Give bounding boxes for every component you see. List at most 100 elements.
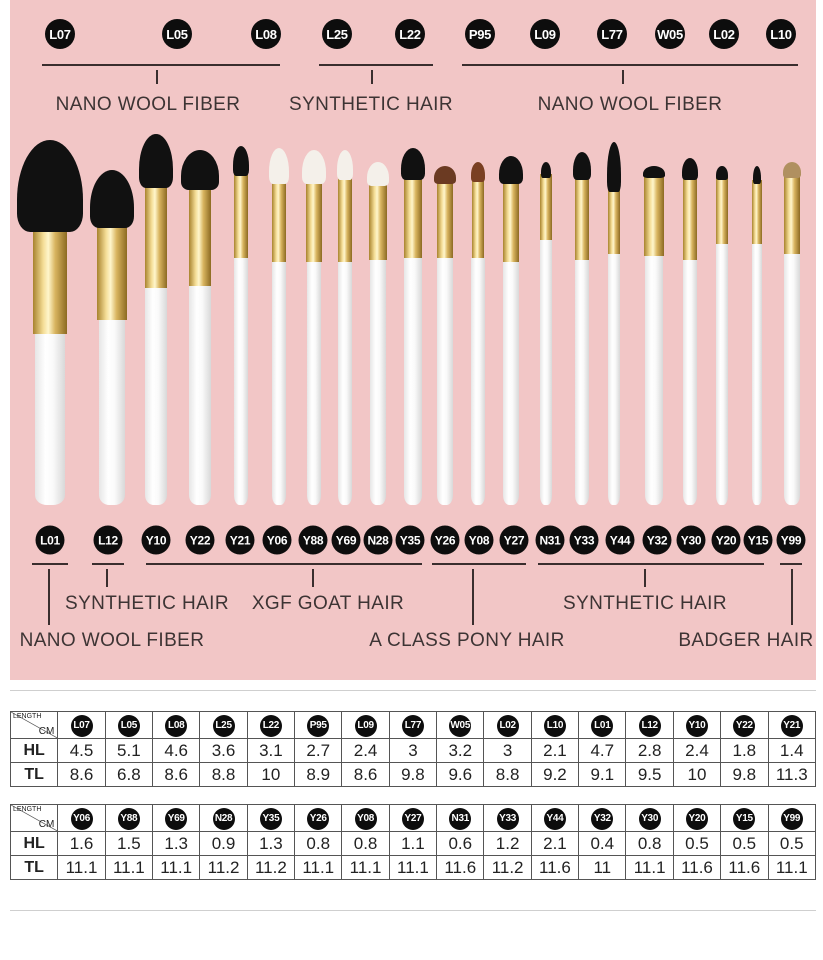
cell-hl-P95: 2.7 [294, 738, 343, 763]
cell-hl-L05: 5.1 [104, 738, 154, 763]
column-header-L10: L10 [530, 711, 580, 739]
column-header-L07: L07 [57, 711, 106, 739]
brush-handle [272, 262, 286, 505]
code-badge-P95: P95 [307, 714, 330, 737]
cell-tl-N31: 11.6 [436, 855, 485, 880]
code-badge-L01: L01 [35, 525, 65, 555]
cell-hl-L12: 2.8 [625, 738, 674, 763]
brush-head [716, 166, 728, 180]
group-label-a-class-pony-hair: A CLASS PONY HAIR [369, 630, 565, 651]
cell-hl-L10: 2.1 [530, 738, 580, 763]
code-badge-L09: L09 [354, 714, 377, 737]
brush-handle [338, 262, 352, 505]
column-header-Y88: Y88 [104, 804, 154, 832]
brush-ferrule [272, 180, 286, 262]
code-badge-Y06: Y06 [70, 807, 93, 830]
group-bracket-line [319, 64, 433, 66]
code-badge-L22: L22 [259, 714, 282, 737]
cell-tl-L01: 9.1 [578, 762, 627, 787]
code-badge-L22: L22 [395, 19, 425, 49]
brush-chart-panel: L07 L05 L08 L25 L22 P95 L09 L77 W05 L02 … [10, 0, 816, 680]
cell-tl-Y27: 11.1 [388, 855, 438, 880]
brush-ferrule [752, 180, 762, 244]
brush-head [17, 140, 83, 232]
table-row-tl: TL 11.1 11.1 11.1 11.2 11.2 11.1 11.1 11.1 11.6 11… [9, 855, 816, 880]
cell-tl-Y33: 11.2 [483, 855, 532, 880]
table-header-row: LENGTH CM L07 L05 L08 L25 L22 P95 L09 L77 W05 L02… [9, 711, 816, 739]
code-badge-Y30: Y30 [676, 525, 706, 555]
cell-tl-L02: 8.8 [483, 762, 532, 787]
cell-tl-Y44: 11.6 [530, 855, 580, 880]
brush-head [607, 142, 621, 192]
cell-hl-L02: 3 [483, 738, 532, 763]
brush-head [573, 152, 591, 180]
code-badge-L25: L25 [212, 714, 235, 737]
code-badge-Y08: Y08 [464, 525, 494, 555]
group-label-nano-wool-fiber: NANO WOOL FIBER [19, 630, 205, 651]
brush-ferrule [145, 184, 167, 288]
code-badge-N28: N28 [212, 807, 235, 830]
cell-tl-Y15: 11.6 [720, 855, 769, 880]
group-bracket-tick [48, 569, 50, 625]
cell-tl-Y32: 11 [578, 855, 627, 880]
table-corner-cell: LENGTH CM [9, 804, 59, 832]
brush-head [541, 162, 551, 178]
brush-ferrule [437, 180, 453, 258]
column-header-Y99: Y99 [767, 804, 816, 832]
cell-tl-L10: 9.2 [530, 762, 580, 787]
cell-hl-Y22: 1.8 [720, 738, 769, 763]
group-bracket-tick [106, 569, 108, 587]
code-badge-Y69: Y69 [331, 525, 361, 555]
code-badge-Y88: Y88 [298, 525, 328, 555]
group-label-nano-wool-fiber: NANO WOOL FIBER [537, 94, 723, 115]
brush-handle [503, 262, 519, 505]
brush-ferrule [540, 174, 552, 240]
cell-hl-L25: 3.6 [199, 738, 248, 763]
group-bracket-line [538, 563, 764, 565]
cell-hl-L01: 4.7 [578, 738, 627, 763]
column-header-L77: L77 [388, 711, 438, 739]
group-bracket-tick [472, 569, 474, 625]
cell-hl-Y88: 1.5 [104, 831, 154, 856]
brush-head [233, 146, 249, 176]
code-badge-Y27: Y27 [401, 807, 424, 830]
brush-handle [189, 286, 211, 505]
brush-head [367, 162, 389, 186]
code-badge-Y69: Y69 [165, 807, 188, 830]
code-badge-Y88: Y88 [117, 807, 140, 830]
cell-hl-Y33: 1.2 [483, 831, 532, 856]
brush-ferrule [338, 176, 352, 262]
cell-tl-Y35: 11.2 [246, 855, 296, 880]
cell-tl-Y69: 11.1 [152, 855, 201, 880]
column-header-Y35: Y35 [246, 804, 296, 832]
column-header-L05: L05 [104, 711, 154, 739]
group-bracket-line [32, 563, 68, 565]
cell-tl-P95: 8.9 [294, 762, 343, 787]
code-badge-Y33: Y33 [496, 807, 519, 830]
column-header-Y21: Y21 [767, 711, 816, 739]
table-row-tl: TL 8.6 6.8 8.6 8.8 10 8.9 8.6 9.8 9.6 8.8 9.2 9.1 9.5… [9, 762, 816, 787]
code-badge-N28: N28 [363, 525, 393, 555]
code-badge-L02: L02 [496, 714, 519, 737]
cell-tl-N28: 11.2 [199, 855, 248, 880]
code-badge-Y20: Y20 [685, 807, 708, 830]
cell-tl-Y26: 11.1 [294, 855, 343, 880]
brush-handle [471, 258, 485, 505]
table-corner-cell: LENGTH CM [9, 711, 59, 739]
brush-ferrule [189, 186, 211, 286]
row-label-tl: TL [9, 855, 59, 880]
cell-hl-Y06: 1.6 [57, 831, 106, 856]
brush-head [499, 156, 523, 184]
column-header-L02: L02 [483, 711, 532, 739]
brush-handle [404, 258, 422, 505]
group-bracket-line [92, 563, 124, 565]
column-header-N31: N31 [436, 804, 485, 832]
cell-hl-Y15: 0.5 [720, 831, 769, 856]
cell-tl-Y99: 11.1 [767, 855, 816, 880]
cell-tl-Y10: 10 [672, 762, 722, 787]
column-header-Y44: Y44 [530, 804, 580, 832]
code-badge-Y26: Y26 [307, 807, 330, 830]
brush-ferrule [503, 180, 519, 262]
brush-head [269, 148, 289, 184]
brush-ferrule [575, 176, 589, 260]
